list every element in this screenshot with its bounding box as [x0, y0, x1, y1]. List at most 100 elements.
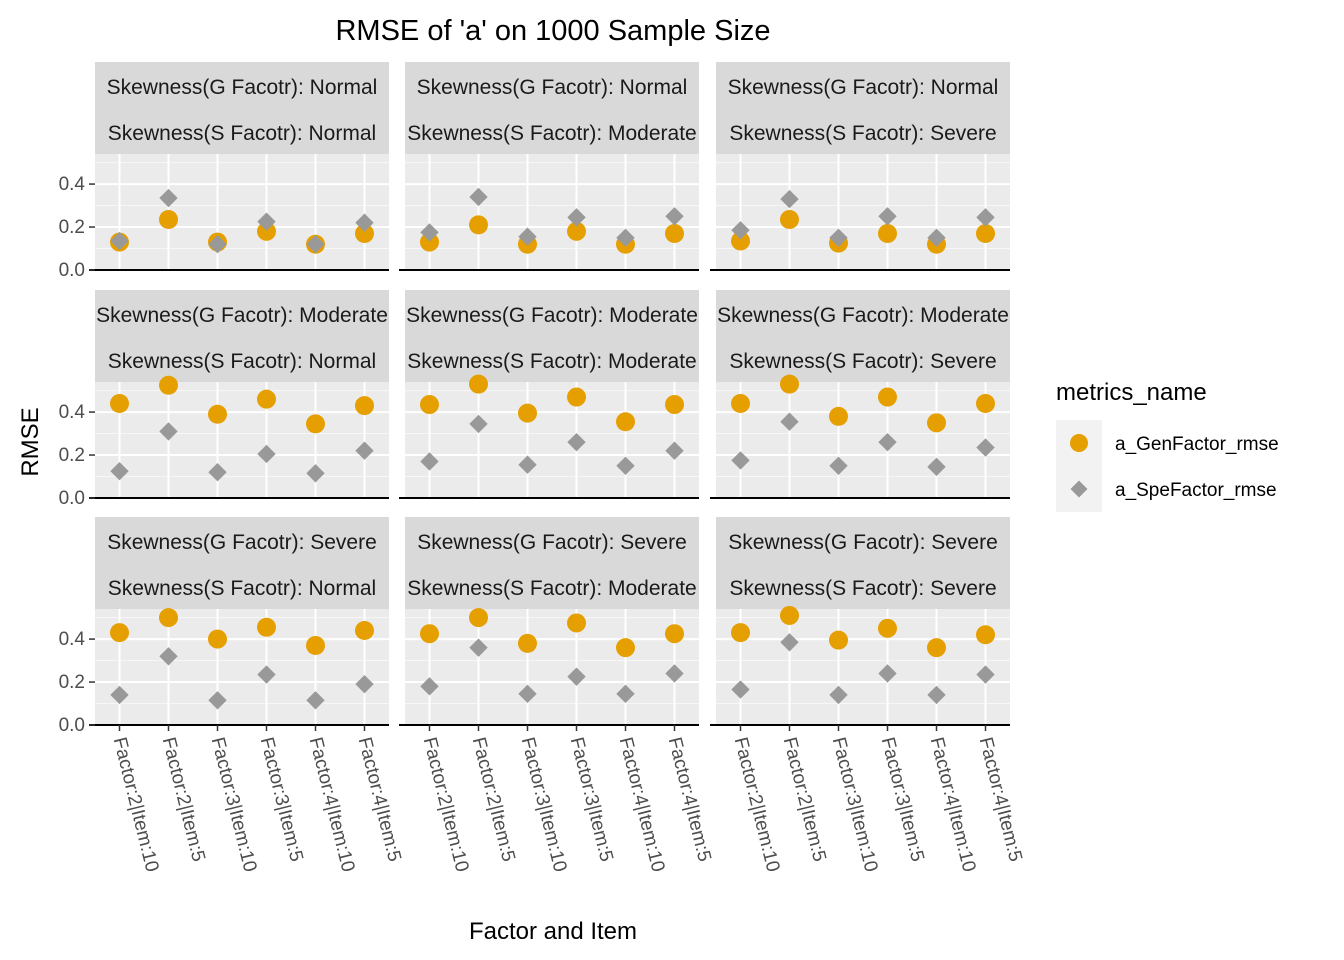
- x-tick-label: Factor:4|Item:10: [926, 735, 980, 874]
- x-tick-label: Factor:4|Item:5: [664, 735, 715, 864]
- gen-factor-point: [616, 638, 635, 658]
- gen-factor-point: [420, 624, 439, 644]
- x-tick-label: Factor:2|Item:10: [109, 735, 163, 874]
- gen-factor-point: [731, 393, 750, 413]
- facet-strip-label-bottom: Skewness(S Facotr): Normal: [108, 577, 376, 600]
- y-tick-labels: 0.0 0.2 0.4 0.0 0.2 0.4 0.0 0.2 0.4: [59, 174, 95, 736]
- gen-factor-point: [780, 605, 799, 625]
- x-axis-title: Factor and Item: [469, 918, 637, 945]
- facet-strip: [716, 290, 1010, 382]
- spe-factor-point: [420, 452, 439, 471]
- facet-strip: [405, 290, 699, 382]
- spe-factor-point: [469, 638, 488, 657]
- legend-gen-circle-marker: [1070, 434, 1088, 452]
- legend-title: metrics_name: [1056, 379, 1207, 406]
- gen-factor-point: [976, 625, 995, 645]
- facet-strip-label-bottom: Skewness(S Facotr): Moderate: [407, 350, 696, 373]
- y-tick-label: 0.4: [59, 174, 86, 195]
- gen-factor-point: [780, 210, 799, 230]
- facet-strip-label-bottom: Skewness(S Facotr): Normal: [108, 350, 376, 373]
- facet-panel: Skewness(G Facotr): Severe Skewness(S Fac…: [89, 517, 389, 726]
- y-tick-label: 0.0: [59, 488, 85, 509]
- x-tick-label: Factor:3|Item:10: [828, 735, 882, 874]
- gen-factor-point: [878, 223, 897, 243]
- spe-factor-point: [420, 223, 439, 242]
- spe-factor-point: [208, 691, 227, 710]
- gen-factor-point: [110, 623, 129, 643]
- facet-strip-label-top: Skewness(G Facotr): Moderate: [406, 304, 698, 327]
- facet-panel: Skewness(G Facotr): Moderate Skewness(S F…: [399, 290, 699, 499]
- x-tick-label: Factor:3|Item:10: [517, 735, 571, 874]
- x-tick-label: Factor:2|Item:5: [468, 735, 519, 864]
- facet-strip-label-top: Skewness(G Facotr): Severe: [728, 531, 998, 554]
- chart-title: RMSE of 'a' on 1000 Sample Size: [335, 15, 770, 47]
- spe-factor-point: [665, 441, 684, 460]
- gen-factor-point: [927, 638, 946, 658]
- spe-factor-point: [257, 665, 276, 684]
- spe-factor-point: [306, 691, 325, 710]
- spe-factor-point: [878, 432, 897, 452]
- facet-plot-background: [95, 609, 389, 725]
- spe-factor-point: [518, 227, 537, 246]
- x-tick-label: Factor:4|Item:5: [975, 735, 1026, 864]
- spe-factor-point: [208, 235, 227, 254]
- gen-factor-point: [208, 629, 227, 649]
- facet-strip-label-top: Skewness(G Facotr): Normal: [728, 76, 999, 99]
- gen-factor-point: [878, 387, 897, 407]
- facet-panel: Skewness(G Facotr): Severe Skewness(S Fac…: [399, 517, 699, 726]
- spe-factor-point: [780, 412, 799, 431]
- facet-strip-label-top: Skewness(G Facotr): Severe: [417, 531, 687, 554]
- gen-factor-point: [257, 221, 276, 241]
- spe-factor-point: [780, 189, 799, 209]
- spe-factor-point: [306, 464, 325, 483]
- gen-factor-point: [306, 414, 325, 434]
- gen-factor-point: [665, 624, 684, 644]
- facet-strip-label-top: Skewness(G Facotr): Severe: [107, 531, 377, 554]
- x-tick-label: Factor:4|Item:10: [615, 735, 669, 874]
- gen-factor-point: [159, 210, 178, 230]
- spe-factor-point: [257, 212, 276, 231]
- spe-factor-point: [665, 207, 684, 226]
- facet-panel: Skewness(G Facotr): Normal Skewness(S Fac…: [710, 62, 1010, 271]
- gen-factor-point: [731, 623, 750, 643]
- spe-factor-point: [616, 456, 635, 475]
- gen-factor-point: [829, 630, 848, 650]
- spe-factor-point: [469, 187, 488, 207]
- gen-factor-point: [355, 620, 374, 640]
- legend: metrics_name a_GenFactor_rmse a_SpeFacto…: [1056, 379, 1279, 512]
- spe-factor-point: [110, 461, 129, 481]
- facet-plot-background: [95, 154, 389, 270]
- spe-factor-point: [257, 444, 276, 464]
- facet-strip-label-bottom: Skewness(S Facotr): Severe: [729, 350, 996, 373]
- gen-factor-point: [567, 221, 586, 241]
- y-tick-label: 0.2: [59, 672, 85, 693]
- facet-plot-background: [405, 154, 699, 270]
- facet-strip-label-bottom: Skewness(S Facotr): Normal: [108, 122, 376, 145]
- facet-plot-background: [716, 609, 1010, 725]
- facet-strip-label-bottom: Skewness(S Facotr): Moderate: [407, 577, 696, 600]
- gen-factor-point: [976, 393, 995, 413]
- facet-strip-label-bottom: Skewness(S Facotr): Severe: [729, 577, 996, 600]
- gen-factor-point: [110, 393, 129, 413]
- facet-panel: Skewness(G Facotr): Normal Skewness(S Fac…: [89, 62, 389, 271]
- facet-strip: [95, 290, 389, 382]
- spe-factor-point: [829, 456, 848, 475]
- gen-factor-point: [306, 636, 325, 656]
- legend-label-spe: a_SpeFactor_rmse: [1115, 480, 1277, 501]
- gen-factor-point: [257, 389, 276, 409]
- gen-factor-point: [567, 613, 586, 633]
- facet-plot-background: [405, 609, 699, 725]
- x-tick-label: Factor:4|Item:10: [305, 735, 359, 874]
- x-tick-label: Factor:2|Item:5: [779, 735, 830, 864]
- gen-factor-point: [257, 617, 276, 637]
- facet-strip: [405, 517, 699, 609]
- spe-factor-point: [829, 228, 848, 247]
- y-tick-label: 0.0: [59, 715, 85, 736]
- facet-strip: [405, 62, 699, 154]
- spe-factor-point: [780, 633, 799, 652]
- spe-factor-point: [927, 685, 946, 705]
- gen-factor-point: [518, 403, 537, 423]
- spe-factor-point: [355, 213, 374, 232]
- facet-strip: [716, 62, 1010, 154]
- facet-panel: Skewness(G Facotr): Severe Skewness(S Fac…: [710, 517, 1010, 726]
